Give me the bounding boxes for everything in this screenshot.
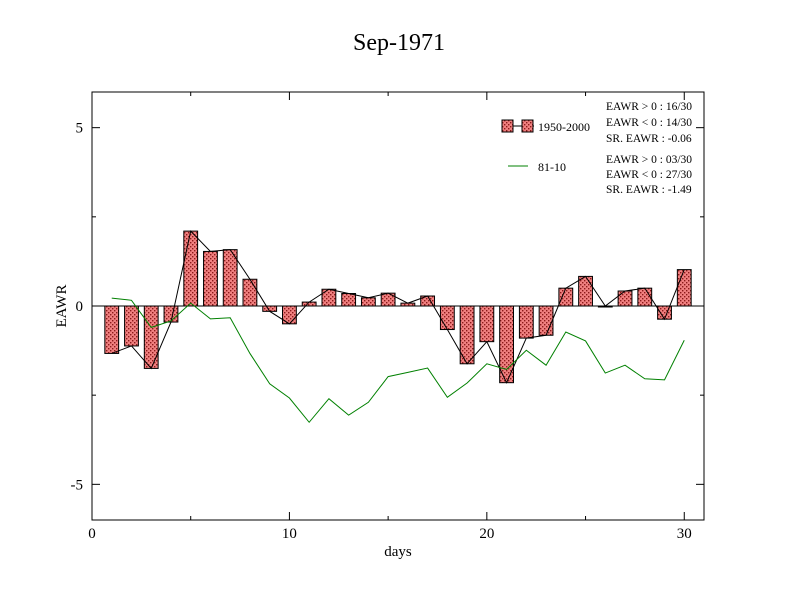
bar-series	[104, 230, 692, 384]
line-81-10	[111, 297, 685, 424]
legend-label-81-10: 81-10	[538, 160, 566, 174]
stat-1950-sr: SR. EAWR : -0.06	[606, 133, 692, 145]
y-axis: -5 0 5	[71, 121, 704, 493]
bar-day-30	[676, 269, 692, 307]
x-tick-label: 10	[282, 526, 297, 542]
bar-day-27	[617, 290, 633, 307]
y-tick-label: -5	[71, 477, 84, 493]
bar-day-28	[637, 287, 653, 307]
stats-box-1: EAWR > 0 : 16/30 EAWR < 0 : 14/30 SR. EA…	[606, 101, 692, 145]
stat-8110-pos: EAWR > 0 : 03/30	[606, 154, 692, 166]
bar-day-2	[124, 305, 139, 347]
bar-day-13	[341, 293, 357, 307]
bar-day-3	[143, 305, 159, 369]
bar-day-24	[558, 287, 574, 307]
x-axis-label: days	[384, 544, 412, 560]
y-axis-label: EAWR	[54, 285, 70, 328]
bar-day-6	[203, 250, 218, 307]
x-tick-label: 0	[88, 526, 96, 542]
bar-day-5	[183, 230, 199, 307]
bar-day-22	[518, 305, 534, 339]
stats-box-2: EAWR > 0 : 03/30 EAWR < 0 : 27/30 SR. EA…	[606, 154, 692, 196]
bar-day-14	[360, 297, 376, 307]
bar-day-18	[439, 305, 455, 331]
legend-bar-swatch-left	[501, 119, 514, 133]
bar-connector-line	[111, 230, 685, 384]
bar-day-25	[578, 275, 593, 307]
bar-day-4	[163, 305, 179, 323]
x-tick-label: 30	[677, 526, 692, 542]
chart-title: Sep-1971	[353, 30, 445, 56]
stat-1950-neg: EAWR < 0 : 14/30	[606, 117, 692, 129]
legend-bar-swatch-right	[521, 119, 534, 133]
bar-day-1	[104, 305, 120, 354]
legend-label-1950-2000: 1950-2000	[538, 120, 590, 134]
legend: 1950-2000 81-10	[501, 119, 590, 174]
bar-day-12	[321, 288, 337, 307]
bar-day-8	[242, 278, 258, 307]
bar-series-connector	[111, 230, 685, 384]
bar-day-7	[222, 249, 238, 307]
stat-8110-sr: SR. EAWR : -1.49	[606, 184, 692, 196]
bar-day-23	[538, 305, 554, 336]
bar-day-20	[479, 305, 495, 343]
x-axis: 0 10 20 30	[88, 92, 692, 542]
y-tick-label: 0	[76, 299, 84, 315]
y-tick-label: 5	[76, 121, 84, 137]
stat-8110-neg: EAWR < 0 : 27/30	[606, 169, 692, 181]
line-series	[111, 297, 685, 424]
x-tick-label: 20	[479, 526, 494, 542]
stat-1950-pos: EAWR > 0 : 16/30	[606, 101, 692, 113]
